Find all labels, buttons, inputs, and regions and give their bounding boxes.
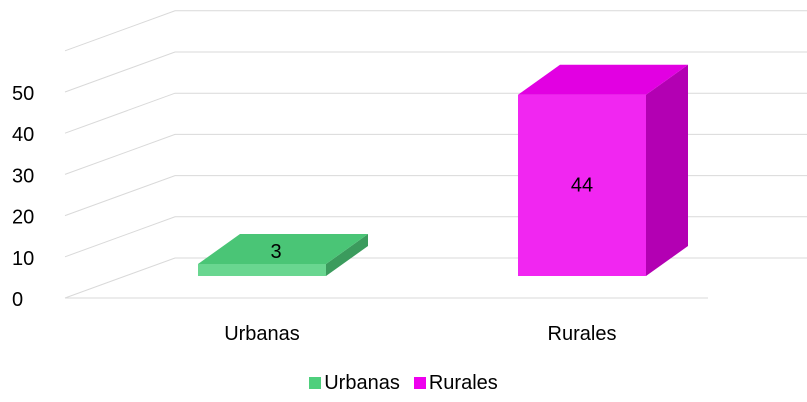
- bar-front-face: [198, 264, 326, 276]
- bars: 3 44: [198, 64, 688, 276]
- grid-line: [64, 133, 807, 175]
- legend-label-rurales: Rurales: [428, 371, 498, 394]
- grid-line: [64, 257, 807, 299]
- bar-top-face: [198, 234, 368, 264]
- bar-front-face: [518, 94, 646, 276]
- grid-lines: [64, 10, 807, 299]
- legend: Urbanas Rurales: [0, 368, 807, 398]
- grid-line: [64, 175, 807, 217]
- data-label: 44: [571, 174, 593, 196]
- grid-line: [64, 216, 807, 258]
- bar-urbanas: 3: [198, 234, 368, 276]
- data-label: 3: [270, 241, 281, 263]
- bar-side-face: [646, 64, 688, 276]
- y-tick-label: 20: [12, 207, 34, 229]
- bar-rurales: 44: [518, 64, 688, 276]
- legend-item-urbanas: Urbanas: [309, 372, 400, 395]
- legend-swatch-rurales: [413, 377, 426, 389]
- y-tick-label: 0: [12, 289, 23, 311]
- y-tick-label: 50: [12, 83, 34, 105]
- grid-line: [64, 51, 807, 93]
- bar-chart: 0 10 20 30 40 50 3 44 Urbanas Rurales: [12, 10, 807, 345]
- y-tick-label: 30: [12, 165, 34, 187]
- bar-side-face: [326, 234, 368, 276]
- x-tick-label: Urbanas: [224, 323, 300, 345]
- x-tick-label: Rurales: [548, 323, 617, 345]
- y-tick-label: 40: [12, 124, 34, 146]
- y-axis-ticks: 0 10 20 30 40 50: [12, 83, 34, 311]
- y-tick-label: 10: [12, 248, 34, 270]
- legend-swatch-urbanas: [309, 377, 322, 389]
- grid-line: [64, 10, 807, 52]
- legend-label-urbanas: Urbanas: [324, 371, 400, 394]
- grid-line: [64, 92, 807, 134]
- bar-top-face: [518, 64, 688, 95]
- legend-item-rurales: Rurales: [413, 371, 498, 395]
- x-axis-ticks: Urbanas Rurales: [224, 323, 616, 345]
